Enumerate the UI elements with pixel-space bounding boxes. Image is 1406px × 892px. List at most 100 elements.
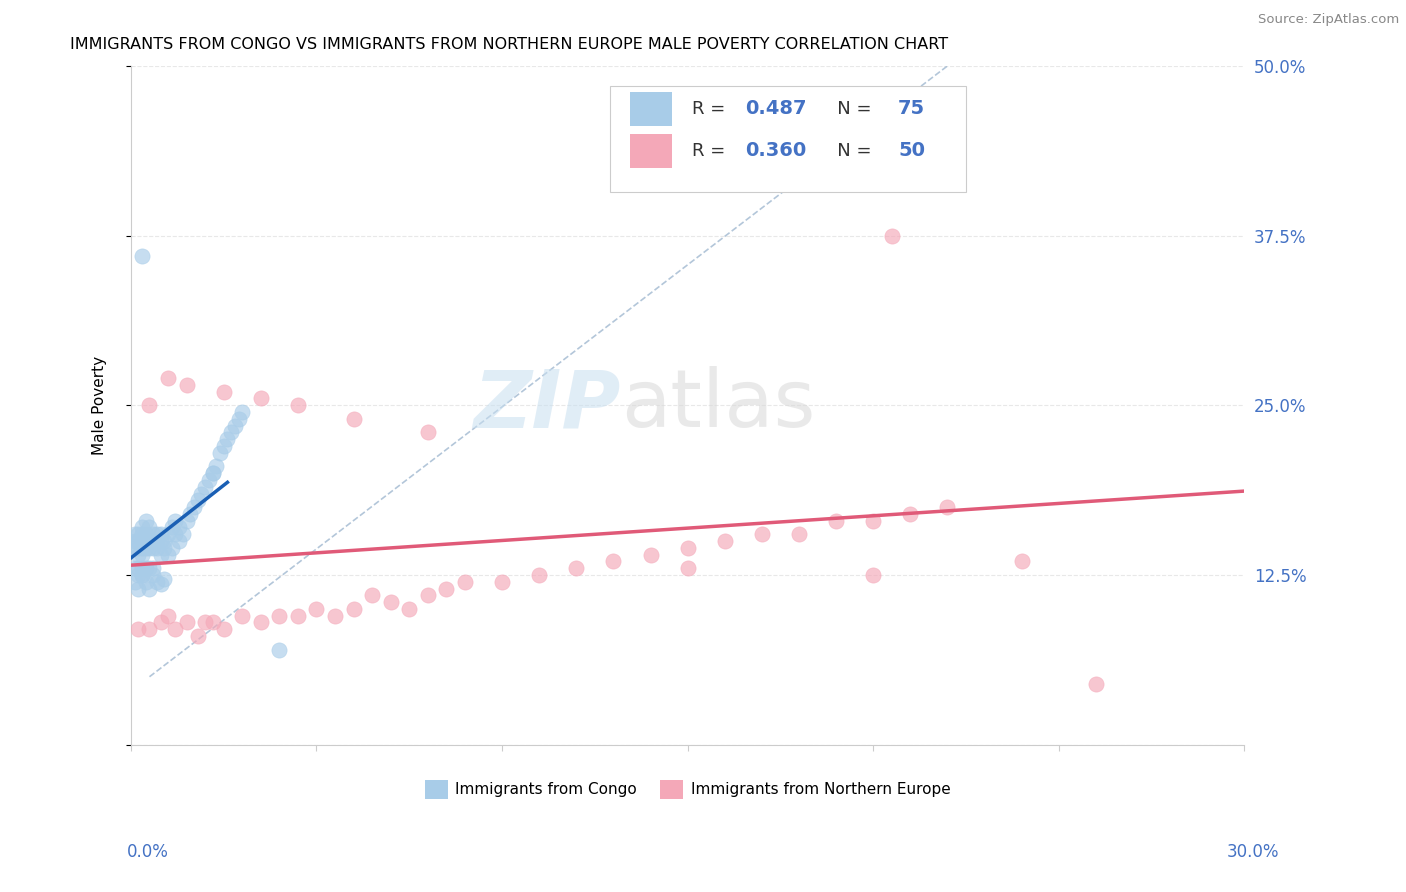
FancyBboxPatch shape bbox=[610, 87, 966, 192]
Point bbox=[153, 541, 176, 555]
Text: 30.0%: 30.0% bbox=[1227, 843, 1279, 861]
Point bbox=[176, 378, 198, 392]
Point bbox=[787, 527, 810, 541]
Point bbox=[862, 568, 884, 582]
Text: ZIP: ZIP bbox=[474, 367, 621, 444]
Point bbox=[167, 520, 190, 534]
Point bbox=[142, 541, 165, 555]
Point bbox=[212, 622, 235, 636]
Point bbox=[131, 534, 153, 549]
Point bbox=[201, 615, 224, 630]
Point bbox=[157, 527, 180, 541]
Point bbox=[153, 572, 176, 586]
Point bbox=[124, 527, 146, 541]
Point bbox=[751, 527, 773, 541]
Point bbox=[179, 507, 201, 521]
Text: N =: N = bbox=[820, 100, 877, 118]
Point bbox=[416, 425, 439, 440]
Point bbox=[287, 398, 309, 412]
Point bbox=[224, 418, 246, 433]
Point bbox=[194, 480, 217, 494]
Point bbox=[165, 514, 187, 528]
Point bbox=[127, 568, 149, 582]
Point bbox=[149, 615, 172, 630]
Point bbox=[138, 398, 160, 412]
Point bbox=[127, 527, 149, 541]
Point bbox=[127, 561, 149, 575]
Point bbox=[172, 527, 194, 541]
Text: 75: 75 bbox=[898, 99, 925, 119]
Point bbox=[880, 228, 903, 243]
Point bbox=[1084, 676, 1107, 690]
Text: Source: ZipAtlas.com: Source: ZipAtlas.com bbox=[1258, 13, 1399, 27]
Text: 0.0%: 0.0% bbox=[127, 843, 169, 861]
Point bbox=[380, 595, 402, 609]
Point bbox=[640, 548, 662, 562]
Point bbox=[416, 588, 439, 602]
Point bbox=[149, 527, 172, 541]
Point bbox=[135, 534, 157, 549]
Point bbox=[713, 534, 735, 549]
Point bbox=[217, 432, 239, 446]
Point bbox=[131, 541, 153, 555]
Point bbox=[343, 412, 366, 426]
Point bbox=[201, 466, 224, 480]
Point bbox=[135, 561, 157, 575]
Point bbox=[127, 622, 149, 636]
Point bbox=[131, 548, 153, 562]
Point bbox=[250, 615, 273, 630]
Point bbox=[127, 534, 149, 549]
Point bbox=[361, 588, 384, 602]
Point bbox=[124, 534, 146, 549]
Point bbox=[176, 514, 198, 528]
Point bbox=[231, 405, 253, 419]
Point bbox=[142, 534, 165, 549]
Bar bbox=[630, 92, 672, 126]
Point bbox=[343, 602, 366, 616]
Point bbox=[124, 574, 146, 589]
Point bbox=[146, 574, 169, 589]
Point bbox=[131, 561, 153, 575]
Point bbox=[454, 574, 477, 589]
Point bbox=[160, 541, 183, 555]
Point bbox=[862, 514, 884, 528]
Point bbox=[165, 527, 187, 541]
Point bbox=[131, 520, 153, 534]
Point bbox=[208, 446, 231, 460]
Point bbox=[205, 459, 228, 474]
Point bbox=[142, 527, 165, 541]
Point bbox=[167, 534, 190, 549]
Point bbox=[165, 622, 187, 636]
Point bbox=[201, 466, 224, 480]
Bar bbox=[630, 134, 672, 168]
Point bbox=[138, 582, 160, 596]
Point bbox=[135, 574, 157, 589]
Legend: Immigrants from Congo, Immigrants from Northern Europe: Immigrants from Congo, Immigrants from N… bbox=[419, 774, 956, 805]
Point bbox=[936, 500, 959, 514]
Text: 0.360: 0.360 bbox=[745, 142, 807, 161]
Text: R =: R = bbox=[692, 142, 731, 160]
Point bbox=[269, 608, 291, 623]
Text: 50: 50 bbox=[898, 142, 925, 161]
Point bbox=[153, 534, 176, 549]
Point bbox=[527, 568, 550, 582]
Point bbox=[160, 520, 183, 534]
Point bbox=[565, 561, 588, 575]
Point bbox=[131, 249, 153, 263]
Point bbox=[127, 541, 149, 555]
Point bbox=[219, 425, 242, 440]
Point bbox=[434, 582, 457, 596]
Point bbox=[398, 602, 420, 616]
Point bbox=[212, 439, 235, 453]
Y-axis label: Male Poverty: Male Poverty bbox=[93, 356, 107, 455]
Text: R =: R = bbox=[692, 100, 731, 118]
Point bbox=[157, 548, 180, 562]
Text: IMMIGRANTS FROM CONGO VS IMMIGRANTS FROM NORTHERN EUROPE MALE POVERTY CORRELATIO: IMMIGRANTS FROM CONGO VS IMMIGRANTS FROM… bbox=[70, 37, 948, 53]
Point bbox=[138, 541, 160, 555]
Text: atlas: atlas bbox=[621, 367, 815, 444]
Point bbox=[305, 602, 328, 616]
Point bbox=[183, 500, 205, 514]
Point bbox=[124, 541, 146, 555]
Point bbox=[198, 473, 221, 487]
Point bbox=[146, 541, 169, 555]
